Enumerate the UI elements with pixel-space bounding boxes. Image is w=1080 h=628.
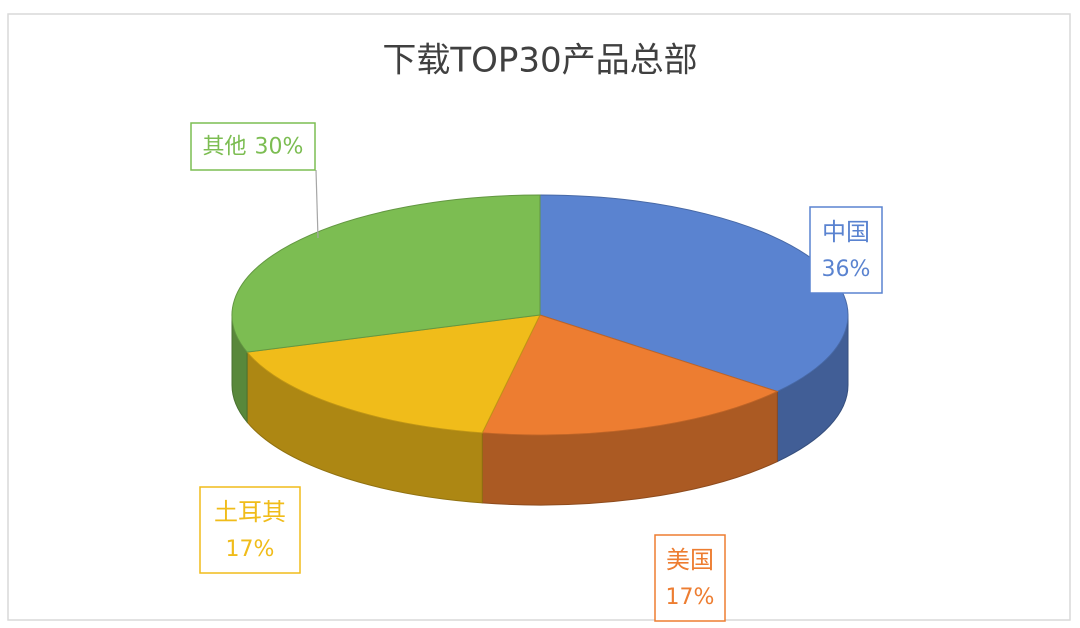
slice [481, 314, 779, 436]
label-value: 30% [255, 135, 304, 160]
label-box [654, 534, 726, 622]
label-box [199, 486, 301, 574]
label-category: 美国 [666, 546, 714, 574]
leader-line [315, 169, 319, 239]
label-category: 土耳其 [214, 498, 286, 526]
chart-title: 下载TOP30产品总部 [382, 41, 697, 81]
label-value: 36% [822, 257, 871, 282]
label-box [809, 206, 883, 294]
label-category: 其他 [203, 135, 247, 160]
slice [246, 314, 541, 434]
label-value: 17% [666, 585, 715, 610]
label-value: 17% [226, 537, 275, 562]
label-category: 中国 [822, 218, 870, 246]
slice [231, 194, 541, 353]
data-label: 其他 30% [203, 135, 304, 160]
label-box [190, 122, 316, 171]
